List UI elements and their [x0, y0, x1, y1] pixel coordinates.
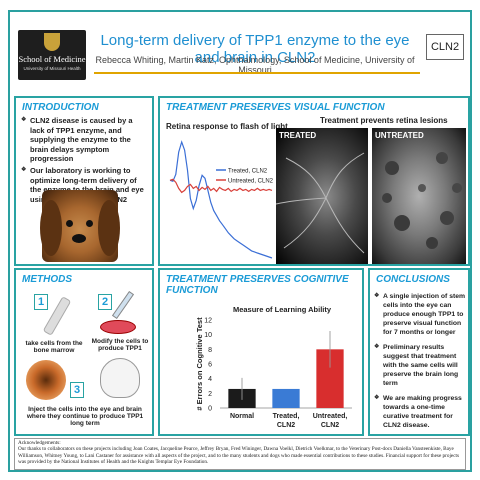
conclusion-bullet-1: A single injection of stem cells into th… [374, 292, 468, 337]
visual-function-panel: TREATMENT PRESERVES VISUAL FUNCTION Reti… [158, 96, 470, 266]
ack-text: Our thanks to collaborators on these pro… [18, 446, 459, 466]
retina-chart-title: Retina response to flash of light [166, 122, 288, 131]
eye-injection-icon [26, 360, 66, 400]
retina-legend-label-1: Treated, CLN2 [228, 169, 268, 175]
intro-bullet-1: CLN2 disease is caused by a lack of TPP1… [21, 116, 149, 164]
retina-legend-label-2: Untreated, CLN2 [228, 179, 274, 185]
retina-response-chart: Treated, CLN2 Untreated, CLN2 [169, 140, 274, 259]
bar-chart-ytick: 2 [208, 391, 212, 398]
step-3-caption: Inject the cells into the eye and brain … [26, 406, 144, 427]
visual-heading: TREATMENT PRESERVES VISUAL FUNCTION [166, 102, 385, 113]
bar-chart-ytick: 8 [208, 347, 212, 354]
logo-line2: University of Missouri Health [23, 66, 81, 71]
bar-chart-title: Measure of Learning Ability [233, 305, 332, 314]
bar-chart-ytick: 0 [208, 406, 212, 413]
methods-panel: METHODS 1 take cells from the bone marro… [14, 268, 154, 436]
conclusion-bullet-2: Preliminary results suggest that treatme… [374, 343, 468, 388]
dog-photo [40, 190, 120, 262]
header-divider [94, 72, 420, 74]
bar-category-label-3: CLN2 [321, 422, 339, 429]
step-1-caption: take cells from the bone marrow [25, 340, 83, 354]
brain-head-icon [100, 358, 140, 398]
retina-series-line-2 [169, 178, 273, 194]
poster-authors: Rebecca Whiting, Martin Katz, Ophthalmol… [95, 55, 415, 75]
petri-dish-icon [100, 320, 136, 334]
lesions-title: Treatment prevents retina lesions [320, 116, 448, 125]
cln2-tag: CLN2 [426, 34, 464, 60]
bar-chart-ytick: 4 [208, 376, 212, 383]
step-1-number: 1 [34, 294, 48, 310]
ack-heading: Acknowledgements: [18, 440, 61, 446]
poster-header: School of Medicine University of Missour… [10, 12, 470, 94]
introduction-panel: INTRODUCTION CLN2 disease is caused by a… [14, 96, 154, 266]
shield-icon [44, 33, 60, 51]
acknowledgements: Acknowledgements: Our thanks to collabor… [14, 438, 466, 470]
cognitive-heading: TREATMENT PRESERVES COGNITIVE FUNCTION [166, 274, 349, 296]
untreated-retina-image: UNTREATED [372, 128, 466, 264]
cognitive-function-panel: TREATMENT PRESERVES COGNITIVE FUNCTION M… [158, 268, 364, 436]
bar-category-label-2: Treated, [273, 413, 300, 420]
conclusions-heading: CONCLUSIONS [376, 274, 450, 285]
bar-category-label-1: Normal [230, 413, 254, 420]
learning-ability-chart: Measure of Learning Ability # Errors on C… [195, 305, 352, 429]
step-3-number: 3 [70, 382, 84, 398]
step-2-number: 2 [98, 294, 112, 310]
treated-label: TREATED [279, 131, 317, 140]
conclusions-panel: CONCLUSIONS A single injection of stem c… [368, 268, 470, 436]
conclusion-bullet-3: We are making progress towards a one-tim… [374, 394, 468, 430]
poster: School of Medicine University of Missour… [8, 10, 472, 472]
syringe-icon [111, 290, 135, 320]
logo-line1: School of Medicine [18, 54, 86, 64]
bar-2 [272, 388, 300, 408]
bar-chart-ytick: 12 [204, 318, 212, 325]
university-logo: School of Medicine University of Missour… [18, 30, 86, 80]
bar-chart-ytick: 10 [204, 332, 212, 339]
bar-category-label-2: CLN2 [277, 422, 295, 429]
poster-title: Long-term delivery of TPP1 enzyme to the… [100, 32, 410, 66]
methods-heading: METHODS [22, 274, 72, 285]
untreated-label: UNTREATED [375, 131, 424, 140]
retina-series-line-1 [169, 140, 273, 259]
introduction-heading: INTRODUCTION [22, 102, 99, 113]
bar-chart-ytick: 6 [208, 362, 212, 369]
bar-chart-ylabel: # Errors on Cognitive Test [195, 317, 204, 411]
bar-category-label-3: Untreated, [313, 413, 348, 420]
treated-retina-image: TREATED [276, 128, 368, 264]
step-2-caption: Modify the cells to produce TPP1 [91, 338, 149, 352]
